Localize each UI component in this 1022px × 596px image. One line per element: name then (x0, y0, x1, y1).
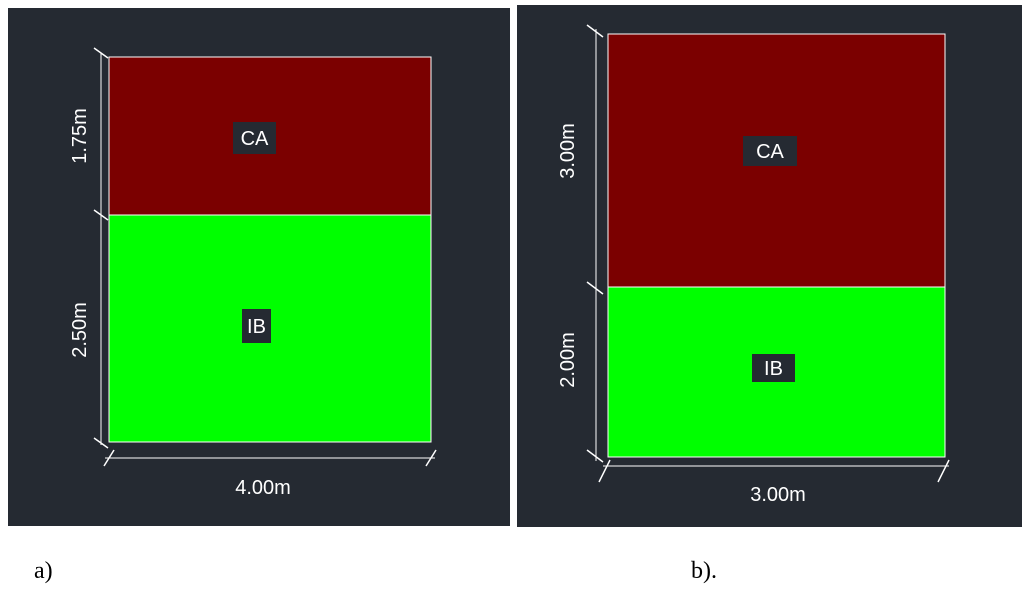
width-label: 4.00m (235, 477, 291, 499)
top-height-label: 1.75m (69, 108, 91, 164)
dimension-tick (586, 281, 604, 295)
ib-tag-background (752, 354, 795, 382)
ca-tag-background (233, 122, 276, 154)
caption-a: a) (34, 558, 53, 584)
ib-tag-background (242, 309, 271, 343)
dimension-tick (586, 449, 604, 463)
dimension-tick (103, 449, 115, 467)
ca-tag: CA (756, 141, 784, 163)
diagram-a-canvas: 1.75m 2.50m 4.00m CA IB (8, 8, 510, 526)
dimension-tick (93, 209, 109, 221)
bottom-height-label: 2.00m (557, 332, 579, 388)
dimension-tick (93, 437, 109, 449)
top-height-label: 3.00m (557, 123, 579, 179)
caption-b: b). (691, 558, 717, 584)
dimension-tick (425, 449, 437, 467)
bottom-height-label: 2.50m (69, 302, 91, 358)
diagram-a: 1.75m 2.50m 4.00m CA IB (8, 8, 510, 526)
ib-tag: IB (247, 316, 266, 338)
dimension-tick (598, 459, 611, 483)
dimension-tick (937, 459, 950, 483)
width-label: 3.00m (750, 484, 806, 506)
dimension-tick (586, 24, 604, 38)
ca-tag: CA (241, 128, 269, 150)
diagram-b: 3.00m 2.00m 3.00m CA IB (517, 5, 1022, 527)
ib-tag: IB (764, 358, 783, 380)
dimension-tick (93, 47, 109, 59)
ca-tag-background (743, 136, 797, 166)
diagram-b-canvas: 3.00m 2.00m 3.00m CA IB (517, 5, 1022, 527)
